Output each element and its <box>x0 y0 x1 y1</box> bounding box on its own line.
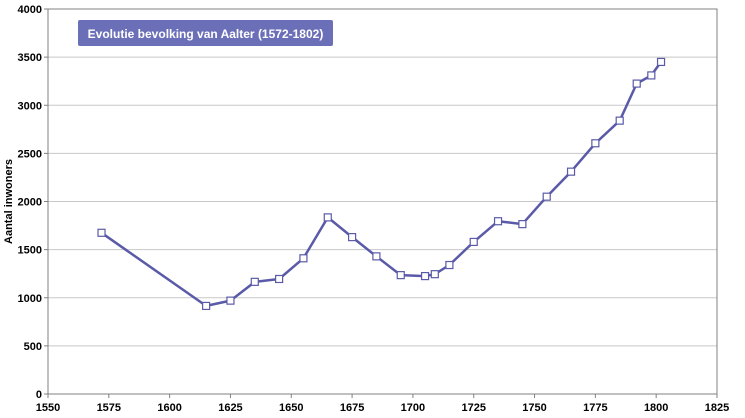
x-tick-label: 1775 <box>583 402 607 414</box>
y-tick-label: 4000 <box>18 4 42 16</box>
x-tick-label: 1625 <box>218 402 242 414</box>
x-tick-label: 1550 <box>36 402 60 414</box>
x-axis-ticks: 1550 1575 1600 1625 1650 1675 1700 1725 1750 1775… <box>36 394 729 414</box>
data-point <box>347 233 357 242</box>
chart-title-background <box>78 20 333 46</box>
data-point <box>372 252 381 261</box>
data-point <box>566 167 576 176</box>
y-tick-label: 3500 <box>18 52 42 64</box>
series-line <box>100 61 663 308</box>
data-point <box>250 277 259 286</box>
data-point <box>647 71 656 80</box>
data-point <box>493 217 503 226</box>
data-point <box>275 274 284 284</box>
data-point <box>542 192 551 201</box>
data-point <box>656 57 666 67</box>
data-point <box>632 79 641 88</box>
data-point <box>97 228 106 237</box>
x-tick-label: 1675 <box>340 402 364 414</box>
y-axis-ticks: 0 500 1000 1500 2000 2500 3000 3500 4000 <box>18 4 48 401</box>
data-point <box>445 260 454 270</box>
data-point <box>615 116 624 125</box>
chart-title-box: Evolutie bevolking van Aalter (1572-1802… <box>78 20 333 46</box>
y-tick-label: 2500 <box>18 148 42 160</box>
x-tick-label: 1700 <box>401 402 425 414</box>
y-tick-label: 1500 <box>18 245 42 257</box>
x-tick-label: 1650 <box>279 402 303 414</box>
x-tick-label: 1825 <box>705 402 729 414</box>
y-tick-label: 1000 <box>18 293 42 305</box>
x-tick-label: 1725 <box>461 402 485 414</box>
y-tick-label: 3000 <box>18 100 42 112</box>
data-point <box>469 237 478 247</box>
data-point <box>396 271 405 280</box>
data-point <box>299 254 308 263</box>
data-point <box>202 301 211 311</box>
data-point <box>591 139 600 148</box>
y-tick-label: 2000 <box>18 197 42 209</box>
y-tick-label: 0 <box>36 389 42 401</box>
gridlines <box>48 8 717 395</box>
y-tick-label: 500 <box>24 341 42 353</box>
data-point <box>323 213 332 222</box>
data-point <box>226 296 235 305</box>
x-tick-label: 1750 <box>522 402 546 414</box>
chart-title: Evolutie bevolking van Aalter (1572-1802… <box>88 27 324 41</box>
series-group <box>97 57 666 311</box>
x-tick-label: 1800 <box>644 402 668 414</box>
data-point <box>518 220 527 229</box>
data-point <box>430 270 439 279</box>
data-point <box>420 271 430 281</box>
x-tick-label: 1575 <box>97 402 121 414</box>
x-tick-label: 1600 <box>157 402 181 414</box>
y-axis-title: Aantal inwoners <box>3 159 15 244</box>
